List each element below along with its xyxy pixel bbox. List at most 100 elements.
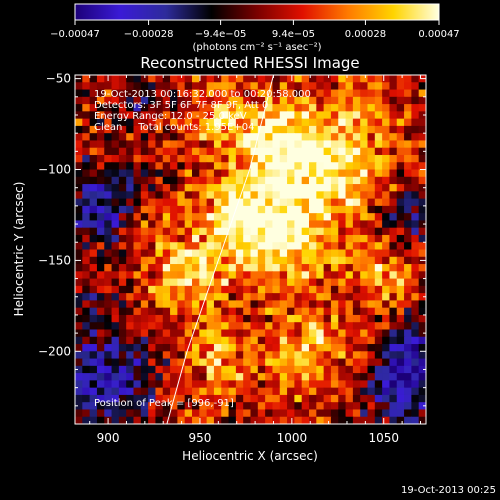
heatmap-cell	[133, 416, 142, 424]
heatmap-cell	[235, 358, 244, 367]
heatmap-cell	[418, 89, 426, 98]
colorbar-ticks: −0.00047 −0.00028 −9.4e−05 9.4e−05 0.00028 0.…	[50, 20, 460, 40]
heatmap-cell	[206, 133, 215, 142]
heatmap-cell	[257, 242, 266, 251]
heatmap-cell	[330, 220, 339, 229]
heatmap-cell	[235, 329, 244, 338]
heatmap-cell	[316, 234, 325, 243]
heatmap-cell	[140, 75, 149, 83]
heatmap-cell	[192, 198, 200, 207]
heatmap-cell	[374, 234, 383, 243]
heatmap-cell	[404, 344, 412, 352]
heatmap-cell	[133, 300, 142, 309]
heatmap-cell	[155, 329, 164, 338]
heatmap-cell	[287, 133, 295, 142]
heatmap-cell	[345, 125, 354, 134]
heatmap-cell	[228, 220, 237, 229]
heatmap-cell	[382, 314, 391, 323]
heatmap-cell	[221, 409, 230, 418]
heatmap-cell	[243, 387, 252, 396]
heatmap-cell	[192, 264, 200, 272]
heatmap-cell	[404, 307, 412, 316]
heatmap-cell	[235, 82, 244, 91]
heatmap-cell	[170, 213, 178, 222]
heatmap-cell	[250, 402, 259, 411]
heatmap-cell	[118, 380, 127, 389]
heatmap-cell	[250, 409, 259, 418]
heatmap-cell	[360, 256, 369, 265]
heatmap-cell	[206, 220, 215, 229]
heatmap-cell	[199, 387, 208, 396]
heatmap-cell	[382, 336, 391, 345]
heatmap-cell	[396, 184, 405, 192]
heatmap-cell	[352, 242, 361, 251]
heatmap-cell	[126, 205, 135, 214]
heatmap-cell	[316, 278, 325, 287]
heatmap-cell	[382, 329, 391, 338]
heatmap-cell	[177, 322, 186, 331]
heatmap-cell	[184, 256, 193, 265]
heatmap-cell	[206, 285, 215, 294]
heatmap-cell	[323, 234, 332, 243]
heatmap-cell	[316, 147, 325, 156]
heatmap-cell	[323, 264, 332, 272]
heatmap-cell	[389, 125, 398, 134]
heatmap-cell	[243, 373, 252, 381]
heatmap-cell	[287, 322, 295, 331]
heatmap-cell	[265, 198, 274, 207]
heatmap-cell	[96, 314, 105, 323]
heatmap-cell	[309, 365, 317, 374]
heatmap-cell	[279, 89, 288, 98]
heatmap-cell	[170, 380, 178, 389]
heatmap-cell	[338, 373, 347, 381]
heatmap-cell	[177, 365, 186, 374]
heatmap-cell	[360, 285, 369, 294]
heatmap-cell	[389, 133, 398, 142]
heatmap-cell	[96, 75, 105, 83]
heatmap-cell	[235, 256, 244, 265]
heatmap-cell	[140, 322, 149, 331]
heatmap-cell	[257, 154, 266, 163]
heatmap-cell	[96, 293, 105, 301]
heatmap-cell	[89, 351, 98, 360]
heatmap-cell	[367, 336, 376, 345]
heatmap-cell	[206, 184, 215, 192]
heatmap-cell	[82, 75, 91, 83]
heatmap-cell	[162, 307, 171, 316]
heatmap-cell	[162, 118, 171, 127]
heatmap-cell	[118, 82, 127, 91]
heatmap-cell	[235, 307, 244, 316]
heatmap-cell	[206, 162, 215, 171]
heatmap-cell	[396, 191, 405, 200]
heatmap-cell	[213, 89, 222, 98]
heatmap-cell	[192, 300, 200, 309]
heatmap-cell	[140, 314, 149, 323]
heatmap-cell	[418, 409, 426, 418]
heatmap-cell	[316, 213, 325, 222]
heatmap-cell	[133, 394, 142, 403]
heatmap-cell	[272, 416, 281, 424]
heatmap-cell	[345, 285, 354, 294]
heatmap-cell	[352, 147, 361, 156]
heatmap-cell	[104, 409, 113, 418]
heatmap-cell	[126, 358, 135, 367]
heatmap-cell	[177, 373, 186, 381]
heatmap-cell	[235, 213, 244, 222]
heatmap-cell	[235, 125, 244, 134]
heatmap-cell	[265, 154, 274, 163]
heatmap-cell	[228, 234, 237, 243]
heatmap-cell	[199, 111, 208, 120]
heatmap-cell	[323, 140, 332, 149]
x-tick-label: 1050	[368, 431, 399, 445]
heatmap-cell	[374, 205, 383, 214]
heatmap-cell	[316, 96, 325, 105]
heatmap-cell	[338, 96, 347, 105]
heatmap-cell	[104, 351, 113, 360]
heatmap-cell	[192, 285, 200, 294]
heatmap-cell	[301, 358, 310, 367]
heatmap-cell	[404, 271, 412, 280]
heatmap-cell	[352, 344, 361, 352]
heatmap-cell	[140, 329, 149, 338]
heatmap-cell	[75, 394, 83, 403]
heatmap-cell	[411, 184, 420, 192]
